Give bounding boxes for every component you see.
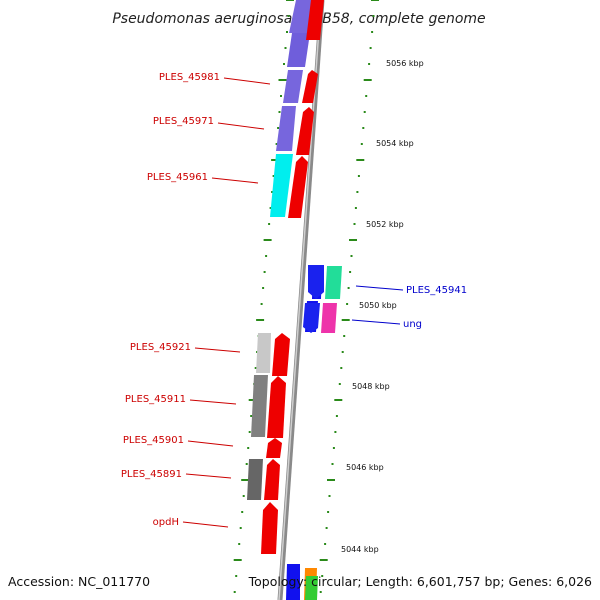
accession-label: Accession: NC_011770 xyxy=(8,574,150,589)
leader-line xyxy=(194,347,241,353)
cog-block xyxy=(276,106,296,151)
cds-arrow-reverse xyxy=(308,265,324,299)
cds-arrow-reverse xyxy=(321,303,337,333)
cog-block xyxy=(283,70,303,103)
leader-line xyxy=(189,399,237,405)
cog-block xyxy=(287,33,310,67)
cds-arrow xyxy=(261,502,278,554)
cog-block xyxy=(270,154,293,217)
cds-arrow xyxy=(272,333,290,376)
gene-label-ples-45921: PLES_45921 xyxy=(130,342,191,353)
gene-label-ples-45891: PLES_45891 xyxy=(121,469,182,480)
scale-label-5044: 5044 kbp xyxy=(341,545,379,554)
genome-backbone xyxy=(277,0,325,600)
gene-label-ung: ung xyxy=(403,319,422,330)
cds-arrow xyxy=(305,576,318,600)
cds-arrow xyxy=(264,459,280,500)
leader-line xyxy=(211,177,259,184)
leader-line xyxy=(223,77,271,85)
cds-arrow xyxy=(267,376,286,438)
topology-label: Topology: circular; Length: 6,601,757 bp… xyxy=(248,574,592,589)
scale-label-5056: 5056 kbp xyxy=(386,59,424,68)
cds-arrow-reverse xyxy=(325,266,342,299)
cds-track xyxy=(261,0,342,600)
cds-arrow xyxy=(296,107,314,155)
gene-leader-lines xyxy=(182,77,404,528)
gene-label-ples-45941: PLES_45941 xyxy=(406,285,467,296)
scale-labels: 5056 kbp 5054 kbp 5052 kbp 5050 kbp 5048… xyxy=(341,59,424,554)
gene-labels: PLES_45981 PLES_45971 PLES_45961 PLES_45… xyxy=(121,72,467,528)
genome-backbone-highlight xyxy=(278,0,322,600)
gene-label-ples-45971: PLES_45971 xyxy=(153,116,214,127)
cds-arrow-reverse xyxy=(303,303,320,333)
cds-arrow xyxy=(288,156,308,218)
scale-label-5054: 5054 kbp xyxy=(376,139,414,148)
gene-label-ples-45901: PLES_45901 xyxy=(123,435,184,446)
cds-arrow xyxy=(266,438,282,458)
leader-line xyxy=(185,473,232,479)
leader-line xyxy=(355,285,404,291)
cds-arrow xyxy=(302,70,318,103)
scale-label-5046: 5046 kbp xyxy=(346,463,384,472)
leader-line xyxy=(217,122,265,130)
leader-line xyxy=(351,319,401,325)
leader-line xyxy=(182,521,229,528)
gene-label-ples-45981: PLES_45981 xyxy=(159,72,220,83)
cog-block xyxy=(251,375,268,437)
scale-label-5052: 5052 kbp xyxy=(366,220,404,229)
cog-block xyxy=(286,564,300,600)
cog-block xyxy=(256,333,271,373)
gene-label-ples-45961: PLES_45961 xyxy=(147,172,208,183)
gene-label-opdh: opdH xyxy=(153,517,179,528)
right-tick-marks xyxy=(319,0,379,593)
scale-label-5048: 5048 kbp xyxy=(352,382,390,391)
scale-label-5050: 5050 kbp xyxy=(359,301,397,310)
leader-line xyxy=(187,440,234,447)
gene-label-ples-45911: PLES_45911 xyxy=(125,394,186,405)
cds-arrow xyxy=(306,0,324,40)
cog-block xyxy=(247,459,263,500)
